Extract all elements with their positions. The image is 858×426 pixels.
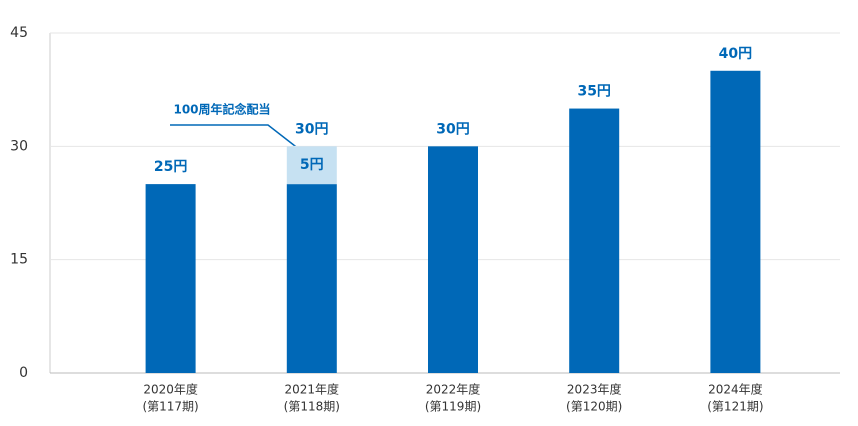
x-tick-label: (第121期)	[707, 400, 763, 414]
x-tick-label: (第117期)	[142, 400, 198, 414]
y-tick-label: 30	[10, 138, 28, 154]
x-tick-label: 2023年度	[567, 382, 622, 397]
bar-segment	[145, 184, 196, 373]
y-tick-label: 15	[10, 252, 28, 268]
total-label: 40円	[719, 46, 752, 62]
annotation: 100周年記念配当	[170, 102, 305, 154]
y-tick-label: 45	[10, 25, 28, 41]
x-tick-label: 2020年度	[143, 382, 198, 397]
bar-segment	[286, 184, 337, 373]
x-tick-label: 2021年度	[285, 382, 340, 397]
bar-segment	[710, 70, 761, 374]
value-label: 5円	[300, 157, 324, 173]
annotation-leader	[170, 124, 305, 154]
bar-segment	[428, 146, 478, 373]
total-label: 25円	[154, 159, 187, 175]
x-tick-label: (第118期)	[284, 400, 340, 414]
y-tick-label: 0	[19, 365, 28, 381]
x-tick-label: 2022年度	[426, 382, 481, 397]
x-tick-label: 2024年度	[708, 382, 763, 397]
bar-segment	[569, 108, 620, 374]
x-tick-label: (第119期)	[425, 400, 481, 414]
total-label: 35円	[577, 84, 610, 100]
x-tick-label: (第120期)	[566, 400, 622, 414]
total-label: 30円	[295, 121, 328, 137]
annotation-label: 100周年記念配当	[173, 102, 270, 117]
bar-segment	[286, 146, 337, 185]
total-label: 30円	[436, 121, 469, 137]
